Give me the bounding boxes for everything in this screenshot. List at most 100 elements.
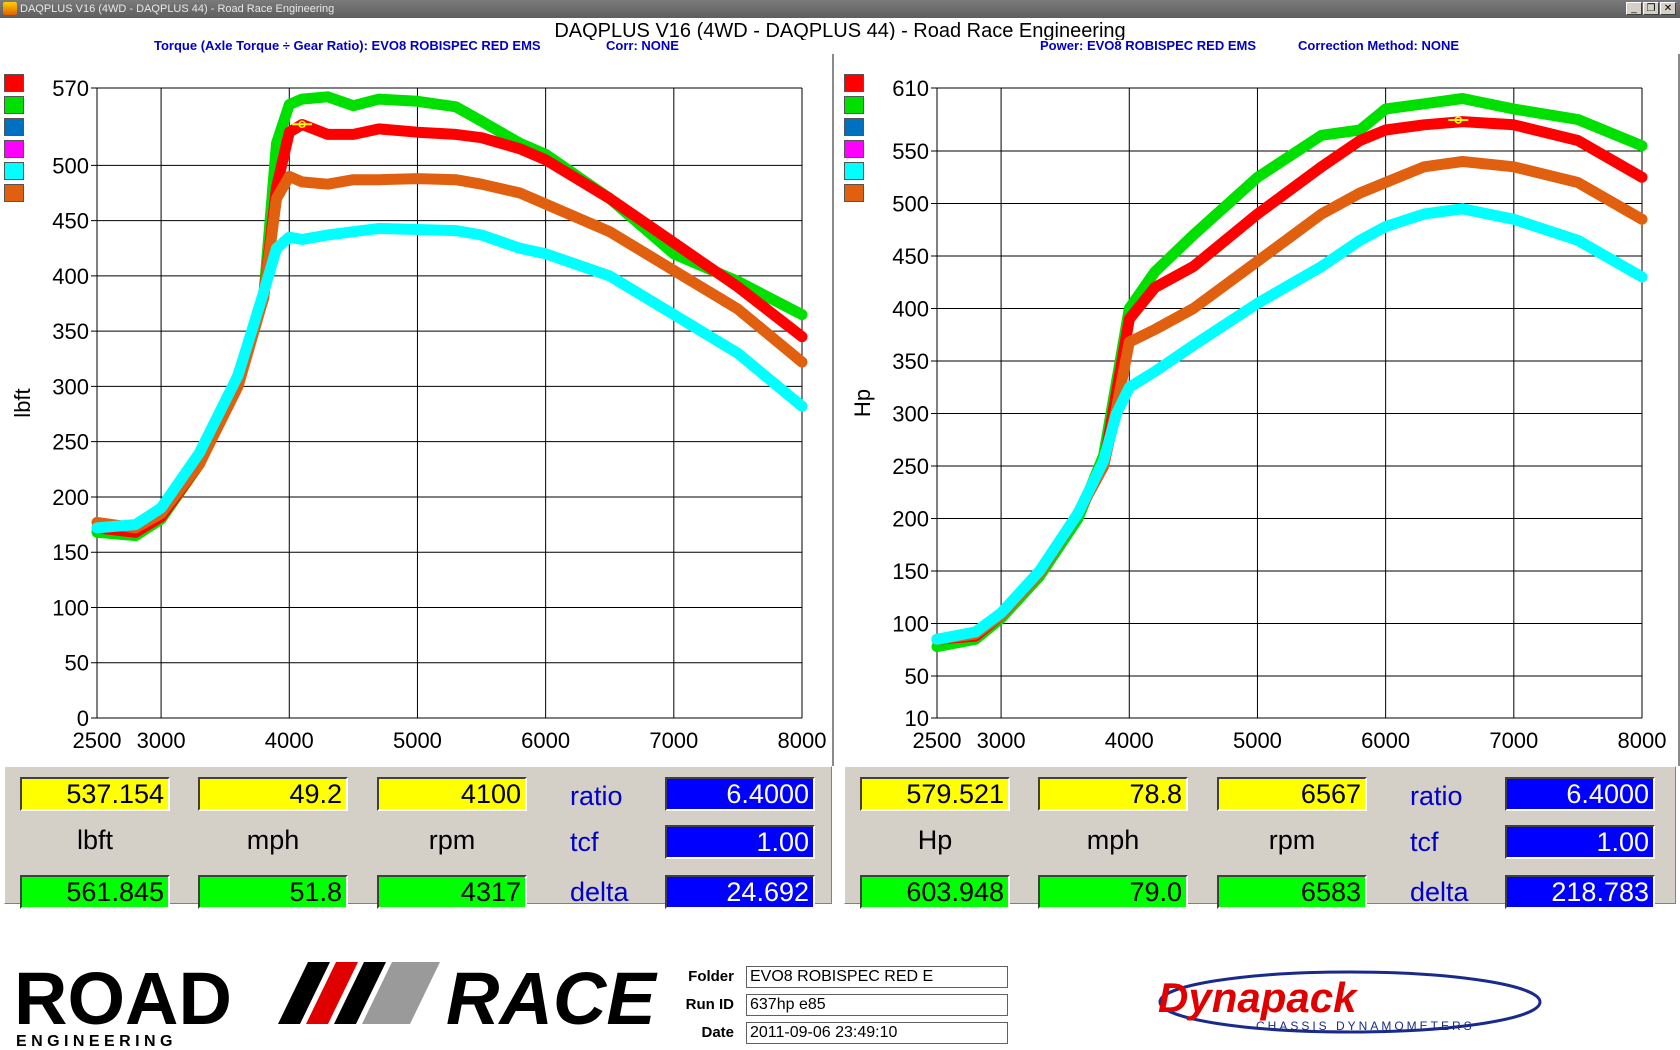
cursor-rpm-value: 4100 (377, 777, 527, 811)
x-tick-label: 5000 (1233, 728, 1282, 753)
x-tick-label: 3000 (137, 728, 186, 753)
run-id-field: 637hp e85 (746, 994, 1008, 1016)
legend-swatch[interactable] (844, 140, 864, 158)
y-tick-label: 450 (892, 244, 929, 269)
logo-road-text: ROAD (14, 957, 232, 1040)
app-icon (3, 2, 17, 15)
logo-race-text: RACE (446, 957, 658, 1040)
peak-mph-value: 51.8 (198, 875, 348, 909)
legend-swatch[interactable] (4, 74, 24, 92)
y-axis-label: lbft (10, 388, 35, 417)
y-axis-label: Hp (850, 389, 875, 417)
power-chart[interactable]: 2500 3000 4000 5000 6000 7000 8000 10 50 100 150 20… (840, 54, 1678, 789)
power-subtitle: Power: EVO8 ROBISPEC RED EMS (1040, 38, 1256, 53)
dynapack-text: Dynapack (1158, 974, 1359, 1021)
x-tick-label: 6000 (521, 728, 570, 753)
y-tick-label: 610 (892, 76, 929, 101)
cursor-power-value: 579.521 (860, 777, 1010, 811)
series-line (931, 203, 1648, 645)
power-correction: Correction Method: NONE (1298, 38, 1460, 53)
ratio-label: ratio (1410, 781, 1463, 811)
legend-swatch[interactable] (844, 96, 864, 114)
cursor-point[interactable] (298, 120, 306, 129)
road-race-logo: ROAD RACE E N G I N E E R I N G (14, 957, 658, 1050)
y-tick-label: 500 (892, 192, 929, 217)
y-tick-label: 570 (52, 76, 89, 101)
power-chart-panel: 2500 3000 4000 5000 6000 7000 8000 10 50 100 150 20… (840, 54, 1680, 789)
x-tick-label: 7000 (649, 728, 698, 753)
cursor-rpm-value: 6567 (1217, 777, 1367, 811)
y-tick-label: 350 (892, 349, 929, 374)
y-tick-label: 400 (892, 297, 929, 322)
window-titlebar: DAQPLUS V16 (4WD - DAQPLUS 44) - Road Ra… (0, 0, 1680, 18)
legend-swatch[interactable] (4, 184, 24, 202)
legend-swatch[interactable] (4, 96, 24, 114)
x-tick-label: 8000 (778, 728, 827, 753)
y-tick-label: 50 (65, 651, 89, 676)
x-tick-label: 4000 (265, 728, 314, 753)
restore-button[interactable]: ❐ (1643, 2, 1659, 15)
peak-power-value: 603.948 (860, 875, 1010, 909)
series-line (91, 91, 808, 542)
torque-subtitle: Torque (Axle Torque ÷ Gear Ratio): EVO8 … (154, 38, 541, 53)
main-window: DAQPLUS V16 (4WD - DAQPLUS 44) - Road Ra… (0, 18, 1680, 1050)
delta-value: 218.783 (1505, 875, 1655, 909)
delta-label: delta (570, 877, 629, 907)
rpm-unit-label: rpm (1268, 825, 1316, 855)
torque-chart[interactable]: 2500 3000 4000 5000 6000 7000 8000 0 50 100 150 200… (0, 54, 832, 789)
window-title: DAQPLUS V16 (4WD - DAQPLUS 44) - Road Ra… (20, 3, 335, 15)
cursor-torque-value: 537.154 (20, 777, 170, 811)
torque-correction: Corr: NONE (606, 38, 679, 53)
y-tick-label: 250 (52, 430, 89, 455)
y-tick-label: 100 (52, 595, 89, 620)
legend-swatch[interactable] (844, 184, 864, 202)
tcf-value: 1.00 (1505, 825, 1655, 859)
close-button[interactable]: ✕ (1660, 2, 1676, 15)
y-tick-label: 550 (892, 139, 929, 164)
dynapack-sub-text: CHASSIS DYNAMOMETERS (1256, 1019, 1475, 1033)
x-tick-label: 2500 (913, 728, 962, 753)
minimize-button[interactable]: _ (1626, 2, 1642, 15)
ratio-value: 6.4000 (1505, 777, 1655, 811)
ratio-value: 6.4000 (665, 777, 815, 811)
peak-rpm-value: 4317 (377, 875, 527, 909)
legend-swatch[interactable] (844, 162, 864, 180)
torque-chart-panel: 2500 3000 4000 5000 6000 7000 8000 0 50 100 150 200… (0, 54, 834, 789)
delta-value: 24.692 (665, 875, 815, 909)
cursor-point[interactable] (1454, 116, 1463, 124)
y-tick-label: 200 (892, 507, 929, 532)
tcf-label: tcf (570, 827, 599, 857)
y-tick-label: 100 (892, 612, 929, 637)
cursor-mph-value: 49.2 (198, 777, 348, 811)
y-tick-label: 150 (892, 559, 929, 584)
y-tick-label: 350 (52, 319, 89, 344)
rpm-unit-label: rpm (428, 825, 476, 855)
x-tick-label: 4000 (1105, 728, 1154, 753)
legend-swatch[interactable] (4, 118, 24, 136)
legend-swatch[interactable] (4, 140, 24, 158)
logo-engineering-text: E N G I N E E R I N G (16, 1033, 172, 1050)
x-tick-label: 8000 (1618, 728, 1667, 753)
footer: ROAD RACE E N G I N E E R I N G Folder E… (0, 954, 1680, 1050)
legend-swatch[interactable] (844, 118, 864, 136)
y-tick-label: 200 (52, 485, 89, 510)
date-field: 2011-09-06 23:49:10 (746, 1022, 1008, 1044)
ratio-label: ratio (570, 781, 623, 811)
tcf-value: 1.00 (665, 825, 815, 859)
x-tick-label: 6000 (1361, 728, 1410, 753)
y-tick-label: 50 (905, 664, 929, 689)
torque-unit-label: lbft (76, 825, 114, 855)
cursor-mph-value: 78.8 (1038, 777, 1188, 811)
peak-torque-value: 561.845 (20, 875, 170, 909)
y-tick-label: 500 (52, 153, 89, 178)
y-tick-label: 0 (77, 706, 89, 731)
x-tick-label: 3000 (977, 728, 1026, 753)
x-tick-label: 2500 (73, 728, 122, 753)
x-tick-label: 7000 (1489, 728, 1538, 753)
peak-mph-value: 79.0 (1038, 875, 1188, 909)
y-tick-label: 250 (892, 454, 929, 479)
y-tick-label: 150 (52, 540, 89, 565)
legend-swatch[interactable] (844, 74, 864, 92)
power-unit-label: Hp (917, 825, 953, 855)
legend-swatch[interactable] (4, 162, 24, 180)
